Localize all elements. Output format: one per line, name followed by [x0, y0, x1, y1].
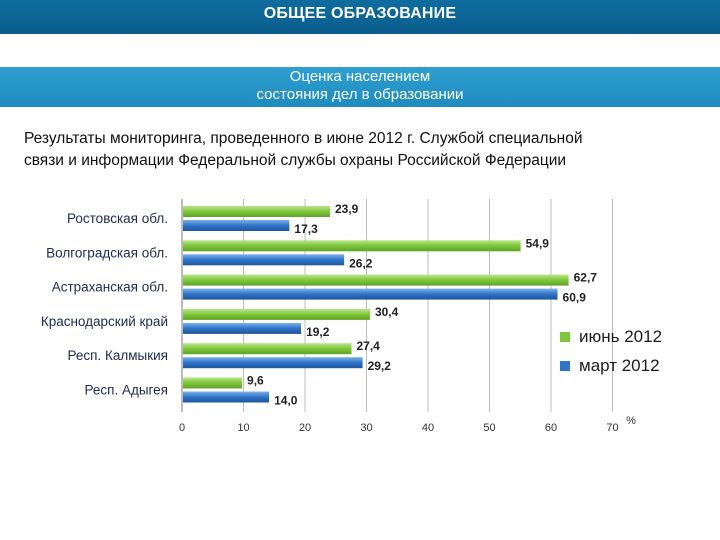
- category-label: Респ. Калмыкия: [68, 348, 168, 363]
- category-label: Астраханская обл.: [52, 280, 168, 295]
- data-label-march: 19,2: [306, 325, 330, 339]
- chart-subtitle: Оценка населением состояния дел в образо…: [0, 68, 720, 104]
- x-tick-label: 30: [360, 422, 372, 434]
- bar-march: [183, 391, 270, 403]
- bar-june: [183, 377, 243, 389]
- x-tick-label: 50: [483, 422, 495, 434]
- legend-swatch-june: [560, 332, 570, 342]
- bar-june: [183, 343, 352, 355]
- x-tick-label: 10: [237, 422, 249, 434]
- description-line-2: связи и информации Федеральной службы ох…: [24, 152, 567, 169]
- page-title: ОБЩЕЕ ОБРАЗОВАНИЕ: [263, 5, 457, 22]
- x-tick-label: 70: [606, 422, 618, 434]
- x-tick-label: 0: [179, 422, 185, 434]
- bar-june: [183, 308, 370, 320]
- legend-item-june: июнь 2012: [560, 327, 662, 347]
- description-line-1: Результаты мониторинга, проведенного в и…: [24, 130, 583, 147]
- subtitle-line-2: состояния дел в образовании: [256, 86, 464, 103]
- category-label: Волгоградская обл.: [46, 245, 168, 260]
- data-label-march: 29,2: [368, 359, 392, 373]
- legend-label-march: март 2012: [579, 356, 660, 375]
- bar-june: [183, 240, 521, 252]
- x-tick-label: 20: [299, 422, 311, 434]
- x-tick-label: 60: [545, 422, 557, 434]
- legend-label-june: июнь 2012: [579, 327, 663, 346]
- data-label-march: 17,3: [294, 222, 318, 236]
- data-label-june: 23,9: [335, 202, 359, 216]
- subtitle-band: [0, 67, 720, 107]
- data-label-june: 9,6: [247, 374, 264, 388]
- bar-march: [183, 220, 290, 231]
- data-label-march: 60,9: [563, 291, 587, 305]
- category-label: Краснодарский край: [41, 314, 168, 329]
- header-band: [0, 0, 720, 34]
- bar-june: [183, 206, 330, 217]
- bar-march: [183, 288, 558, 300]
- bar-march: [183, 322, 302, 334]
- category-label: Респ. Адыгея: [84, 383, 168, 398]
- bar-june: [183, 274, 569, 286]
- data-label-june: 30,4: [375, 305, 399, 319]
- bar-march: [183, 254, 345, 266]
- category-label: Ростовская обл.: [67, 211, 168, 226]
- bar-march: [183, 357, 363, 369]
- x-tick-label: 40: [422, 422, 434, 434]
- data-label-june: 27,4: [357, 339, 381, 353]
- survey-description: Результаты мониторинга, проведенного в и…: [24, 128, 704, 172]
- data-label-march: 26,2: [349, 256, 373, 270]
- data-label-june: 54,9: [526, 236, 550, 250]
- data-label-march: 14,0: [274, 394, 298, 408]
- data-label-june: 62,7: [574, 271, 598, 285]
- legend-item-march: март 2012: [560, 356, 660, 376]
- subtitle-line-1: Оценка населением: [289, 68, 431, 85]
- legend-swatch-march: [560, 361, 570, 371]
- x-axis-unit: %: [626, 415, 636, 427]
